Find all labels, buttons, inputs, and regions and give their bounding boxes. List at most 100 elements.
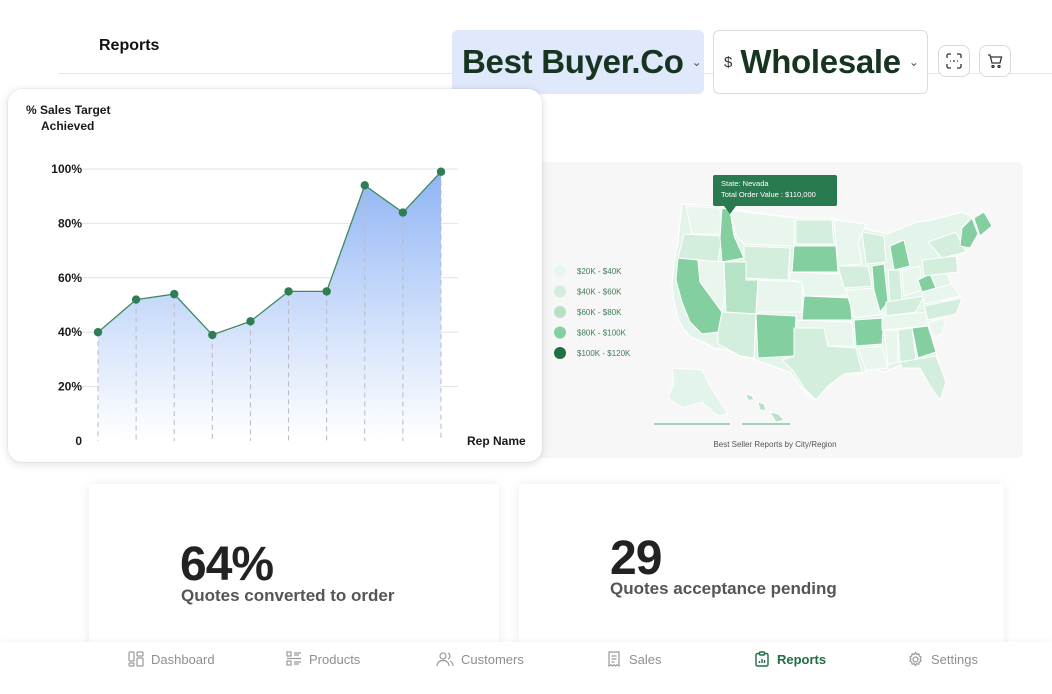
chart-title-line-2: Achieved bbox=[41, 119, 94, 133]
state-arkansas bbox=[853, 317, 885, 347]
chevron-down-icon: ⌄ bbox=[908, 55, 919, 69]
series-line bbox=[97, 171, 442, 336]
data-point bbox=[208, 330, 217, 340]
state-wisconsin bbox=[861, 231, 887, 265]
nav-item-label: Sales bbox=[629, 651, 662, 667]
state-iowa bbox=[837, 265, 873, 289]
state-minnesota bbox=[833, 219, 867, 267]
sales-target-chart-card: % Sales Target Achieved 0 20% 40% 60% 80% 100… bbox=[8, 89, 542, 462]
data-point bbox=[170, 289, 179, 299]
map-tooltip-state: State: Nevada bbox=[721, 179, 769, 188]
x-axis-label: Rep Name bbox=[467, 434, 526, 448]
state-michigan bbox=[889, 239, 911, 271]
nav-item-reports[interactable]: Reports bbox=[754, 651, 826, 667]
state-mississippi bbox=[883, 329, 899, 365]
map-card: $20K - $40K $40K - $60K $60K - $80K $80K - … bbox=[532, 162, 1023, 458]
scan-icon bbox=[946, 53, 962, 69]
page-title: Reports bbox=[99, 37, 160, 54]
sales-icon bbox=[608, 651, 620, 667]
nav-item-label: Reports bbox=[777, 651, 827, 667]
dashboard-icon bbox=[128, 651, 144, 667]
quotes-pending-card: 29 Quotes acceptance pending bbox=[519, 484, 1004, 654]
pricing-tier-name: Wholesale bbox=[740, 43, 901, 80]
nav-item-products[interactable]: Products bbox=[286, 651, 360, 667]
map-caption: Best Seller Reports by City/Region bbox=[713, 440, 836, 449]
currency-symbol: $ bbox=[724, 53, 733, 71]
quotes-converted-card: 64% Quotes converted to order bbox=[89, 484, 499, 654]
map-tooltip-value: Total Order Value : $110,000 bbox=[721, 190, 816, 199]
state-south-dakota bbox=[791, 245, 839, 273]
reports-icon bbox=[755, 651, 769, 667]
nav-item-dashboard[interactable]: Dashboard bbox=[128, 651, 215, 667]
y-tick-label: 100% bbox=[51, 162, 82, 176]
settings-icon bbox=[909, 651, 922, 667]
state-pennsylvania bbox=[921, 255, 959, 277]
legend-label: $20K - $40K bbox=[577, 267, 622, 276]
us-map bbox=[654, 203, 993, 425]
state-arizona bbox=[717, 311, 757, 359]
quotes-pending-label: Quotes acceptance pending bbox=[610, 579, 837, 598]
pricing-tier-selector[interactable]: $ Wholesale ⌄ bbox=[713, 30, 928, 94]
legend-swatch bbox=[554, 347, 566, 359]
state-maine bbox=[973, 211, 993, 237]
state-georgia bbox=[911, 325, 937, 359]
customers-icon bbox=[436, 652, 454, 667]
data-point bbox=[436, 167, 446, 176]
state-washington bbox=[685, 205, 723, 235]
state-illinois bbox=[871, 263, 889, 314]
data-point bbox=[131, 295, 141, 304]
data-point bbox=[284, 287, 293, 296]
quotes-pending-value: 29 bbox=[610, 532, 662, 585]
state-wyoming bbox=[743, 245, 791, 281]
state-south-carolina bbox=[927, 317, 947, 339]
nav-item-label: Products bbox=[309, 651, 361, 667]
y-tick-label: 80% bbox=[58, 216, 82, 230]
legend-swatch bbox=[554, 285, 566, 298]
cart-button[interactable] bbox=[979, 45, 1011, 77]
state-texas bbox=[781, 327, 863, 401]
legend-swatch bbox=[554, 306, 566, 318]
state-montana bbox=[729, 209, 795, 247]
y-tick-label: 60% bbox=[58, 271, 82, 285]
state-new-england bbox=[959, 217, 979, 249]
state-north-dakota bbox=[795, 219, 835, 245]
state-florida bbox=[899, 355, 947, 402]
legend-label: $80K - $100K bbox=[577, 329, 627, 338]
nav-item-label: Customers bbox=[461, 651, 524, 667]
state-nevada bbox=[697, 259, 727, 314]
nav-item-sales[interactable]: Sales bbox=[606, 651, 662, 667]
scan-button[interactable] bbox=[938, 45, 970, 77]
chart-title-line-1: % Sales Target bbox=[26, 103, 110, 117]
bottom-nav: Dashboard Products Customers Sales Repor… bbox=[0, 642, 1052, 694]
data-point bbox=[322, 287, 331, 296]
nav-item-label: Dashboard bbox=[151, 651, 215, 667]
nav-item-settings[interactable]: Settings bbox=[907, 651, 978, 668]
legend-swatch bbox=[554, 326, 566, 339]
legend-label: $40K - $60K bbox=[577, 288, 622, 297]
map-tooltip: State: Nevada Total Order Value : $110,0… bbox=[713, 175, 837, 214]
chart-title: % Sales Target Achieved bbox=[26, 103, 110, 133]
company-selector[interactable]: Best Buyer.Co ⌄ bbox=[452, 30, 704, 94]
state-missouri bbox=[845, 287, 885, 319]
state-virginia bbox=[921, 283, 961, 305]
map-legend: $20K - $40K $40K - $60K $60K - $80K $80K - … bbox=[554, 265, 631, 359]
state-kentucky bbox=[885, 295, 925, 317]
state-north-carolina bbox=[923, 297, 963, 321]
state-kansas bbox=[801, 295, 853, 321]
us-map-chart: $20K - $40K $40K - $60K $60K - $80K $80K - … bbox=[554, 175, 993, 449]
nav-item-label: Settings bbox=[931, 652, 978, 667]
nav-item-customers[interactable]: Customers bbox=[436, 651, 524, 667]
state-oregon bbox=[677, 233, 723, 263]
state-alaska bbox=[667, 367, 729, 417]
data-point bbox=[360, 181, 369, 190]
state-indiana bbox=[887, 269, 903, 303]
chevron-down-icon: ⌄ bbox=[691, 55, 702, 69]
legend-label: $100K - $120K bbox=[577, 349, 631, 358]
state-louisiana bbox=[857, 345, 889, 371]
y-tick-label: 0 bbox=[75, 434, 82, 448]
data-point bbox=[246, 317, 255, 326]
cart-icon bbox=[988, 54, 1003, 69]
state-colorado bbox=[755, 279, 803, 313]
data-point bbox=[93, 328, 103, 337]
data-point bbox=[398, 208, 408, 217]
